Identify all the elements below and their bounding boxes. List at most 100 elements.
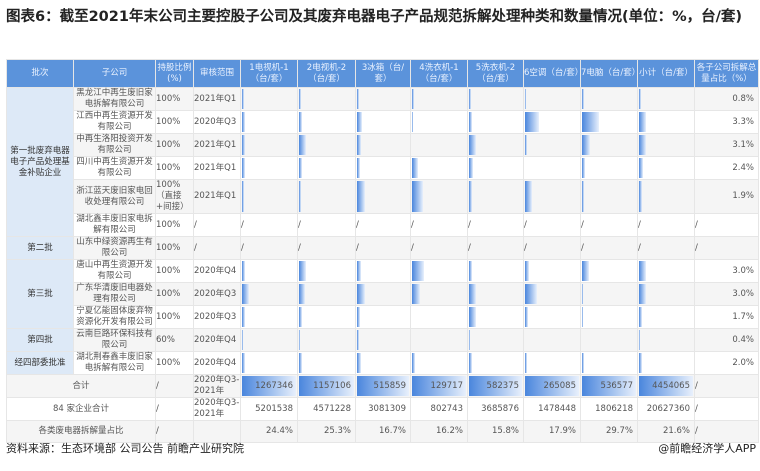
bar-cell: [410, 156, 468, 180]
table-row: 第二批 山东中绿资源再生有限公司 100% / / / / / / / / / /: [6, 236, 759, 260]
data-bar: [299, 158, 302, 178]
bar-cell: [297, 328, 356, 352]
value-text: 20627360: [646, 403, 690, 414]
share-pct-cell: 0.8%: [694, 87, 759, 111]
table-row: 经四部委批准 湖北荆春鑫丰废旧家电拆解有限公司 100% 2020年Q4 2.0%: [6, 351, 759, 375]
bar-cell: [410, 179, 468, 214]
page-title: 图表6：截至2021年末公司主要控股子公司及其废弃电器电子产品规范拆解处理种类和…: [6, 9, 743, 25]
data-bar: [357, 261, 362, 281]
scope-cell: 2020年Q4: [193, 351, 241, 375]
value-cell: 29.7%: [580, 420, 638, 443]
value-text: 1157106: [313, 380, 351, 391]
bar-cell: [240, 133, 298, 157]
value-cell: 4571228: [297, 397, 356, 421]
bar-cell: [410, 133, 468, 157]
data-bar: [299, 112, 302, 132]
bar-cell: [297, 259, 356, 283]
bar-cell: [355, 133, 411, 157]
data-bar: [469, 307, 476, 327]
source-note: 资料来源：生态环境部 公司公告 前瞻产业研究院: [6, 442, 244, 455]
share-pct-cell: /: [694, 213, 759, 237]
data-bar: [412, 261, 425, 281]
value-cell: 25.3%: [297, 420, 356, 443]
data-bar: [299, 284, 305, 304]
bar-cell: [637, 328, 695, 352]
column-header: 子公司: [73, 59, 156, 88]
value-cell: 5201538: [240, 397, 298, 421]
slash-cell: /: [637, 213, 695, 237]
bar-cell: [355, 282, 411, 306]
data-bar: [357, 284, 366, 304]
table-row: 江西中再生资源开发有限公司 100% 2020年Q3 3.3%: [7, 110, 759, 134]
data-bar: [357, 112, 363, 132]
data-bar: [582, 376, 636, 396]
bar-cell: [355, 259, 411, 283]
batch-cell: 第二批: [6, 236, 74, 260]
bar-cell: [637, 259, 695, 283]
slash-cell: /: [410, 213, 468, 237]
bar-cell: [467, 328, 524, 352]
value-text: 17.9%: [548, 426, 576, 436]
bar-cell: [523, 305, 581, 329]
data-bar: [525, 284, 538, 304]
value-cell: 15.8%: [467, 420, 524, 443]
value-text: 21.6%: [662, 426, 690, 436]
share-cell: /: [155, 374, 194, 398]
data-bar: [525, 89, 527, 109]
column-header: 各子公司拆解总量占比（%）: [694, 59, 759, 88]
data-bar: [582, 158, 585, 178]
batch-cell: 经四部委批准: [6, 351, 74, 375]
data-bar: [299, 181, 301, 212]
value-text: 24.4%: [265, 426, 293, 436]
bar-cell: [467, 156, 524, 180]
bar-cell: [410, 305, 468, 329]
company-cell: 江西中再生资源开发有限公司: [73, 110, 156, 134]
bar-cell: [355, 87, 411, 111]
table-header: 批次 子公司 持股比例(%) 审核范围 1电视机-1（台/套） 2电视机-2（台/套） 3冰…: [6, 59, 759, 88]
data-bar: [582, 112, 599, 132]
share-cell: 100%: [155, 156, 194, 180]
data-bar: [582, 307, 584, 327]
value-text: 515859: [373, 380, 406, 391]
data-bar: [412, 353, 415, 373]
value-text: 16.2%: [435, 426, 463, 436]
value-cell: 4454065: [637, 374, 695, 398]
column-header: 4洗衣机-1（台/套）: [410, 59, 468, 88]
table-row: 浙江蓝天废旧家电回收处理有限公司 100%（直接+间接） 2021年Q1 1.9%: [7, 179, 759, 214]
slash-cell: /: [580, 213, 638, 237]
bar-cell: [523, 133, 581, 157]
data-bar: [639, 135, 646, 155]
bar-cell: [297, 351, 356, 375]
value-cell: 582375: [467, 374, 524, 398]
value-text: 4571228: [313, 403, 351, 414]
bar-cell: [523, 156, 581, 180]
data-bar: [639, 307, 643, 327]
bar-cell: [637, 351, 695, 375]
batch-cell: 第四批: [6, 328, 74, 352]
scope-cell: 2021年Q1: [193, 156, 241, 180]
data-bar: [242, 353, 245, 373]
data-bar: [525, 135, 528, 155]
bar-cell: [580, 305, 638, 329]
bar-cell: [523, 351, 581, 375]
scope-cell: 2020年Q4: [193, 259, 241, 283]
value-cell: 265085: [523, 374, 581, 398]
bar-cell: [580, 110, 638, 134]
data-bar: [469, 158, 474, 178]
data-bar: [469, 181, 472, 212]
data-bar: [299, 89, 301, 109]
bar-cell: [523, 259, 581, 283]
bar-cell: [355, 351, 411, 375]
bar-cell: [467, 87, 524, 111]
slash-cell: /: [580, 236, 638, 260]
value-text: 265085: [543, 380, 576, 391]
all84-row: 84 家企业合计/2020年Q3-2021年 5201538 4571228 3081…: [6, 397, 759, 421]
bar-cell: [355, 156, 411, 180]
data-bar: [469, 284, 476, 304]
bar-cell: [467, 305, 524, 329]
data-bar: [639, 158, 644, 178]
scope-cell: 2020年Q3: [193, 305, 241, 329]
data-bar: [412, 376, 466, 396]
bar-cell: [580, 179, 638, 214]
column-header: 审核范围: [193, 59, 241, 88]
